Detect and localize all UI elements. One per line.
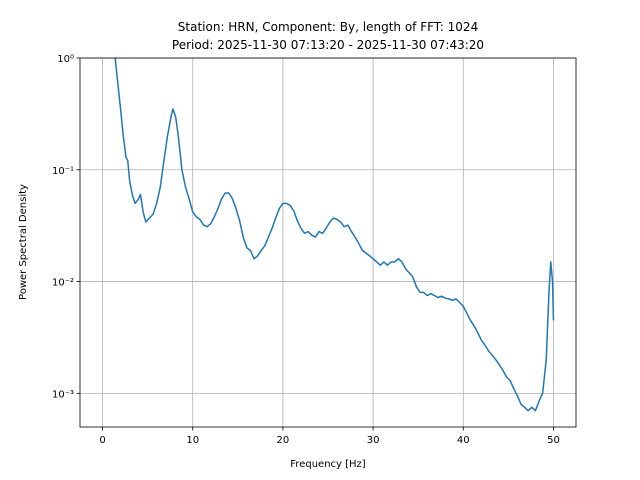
chart-subtitle: Period: 2025-11-30 07:13:20 - 2025-11-30… bbox=[172, 38, 484, 52]
y-tick-label: 10⁻² bbox=[52, 278, 74, 289]
x-tick-label: 10 bbox=[186, 435, 199, 446]
axes-frame bbox=[79, 57, 577, 428]
chart-title: Station: HRN, Component: By, length of F… bbox=[178, 20, 478, 34]
x-tick-label: 0 bbox=[99, 435, 105, 446]
x-tick-label: 30 bbox=[367, 435, 380, 446]
y-tick-label: 10⁻¹ bbox=[52, 166, 74, 177]
plot-area bbox=[114, 58, 555, 412]
x-tick-label: 40 bbox=[457, 435, 470, 446]
ticks: 0 10 20 30 40 50 10⁻³ 10⁻² 10⁻¹ 10⁰ bbox=[52, 54, 560, 446]
y-axis-label: Power Spectral Density bbox=[18, 184, 29, 300]
line-series bbox=[114, 58, 555, 412]
y-tick-label: 10⁰ bbox=[57, 54, 74, 65]
x-axis-label: Frequency [Hz] bbox=[290, 459, 366, 470]
x-tick-label: 20 bbox=[277, 435, 290, 446]
y-tick-label: 10⁻³ bbox=[52, 389, 74, 400]
x-tick-label: 50 bbox=[547, 435, 560, 446]
